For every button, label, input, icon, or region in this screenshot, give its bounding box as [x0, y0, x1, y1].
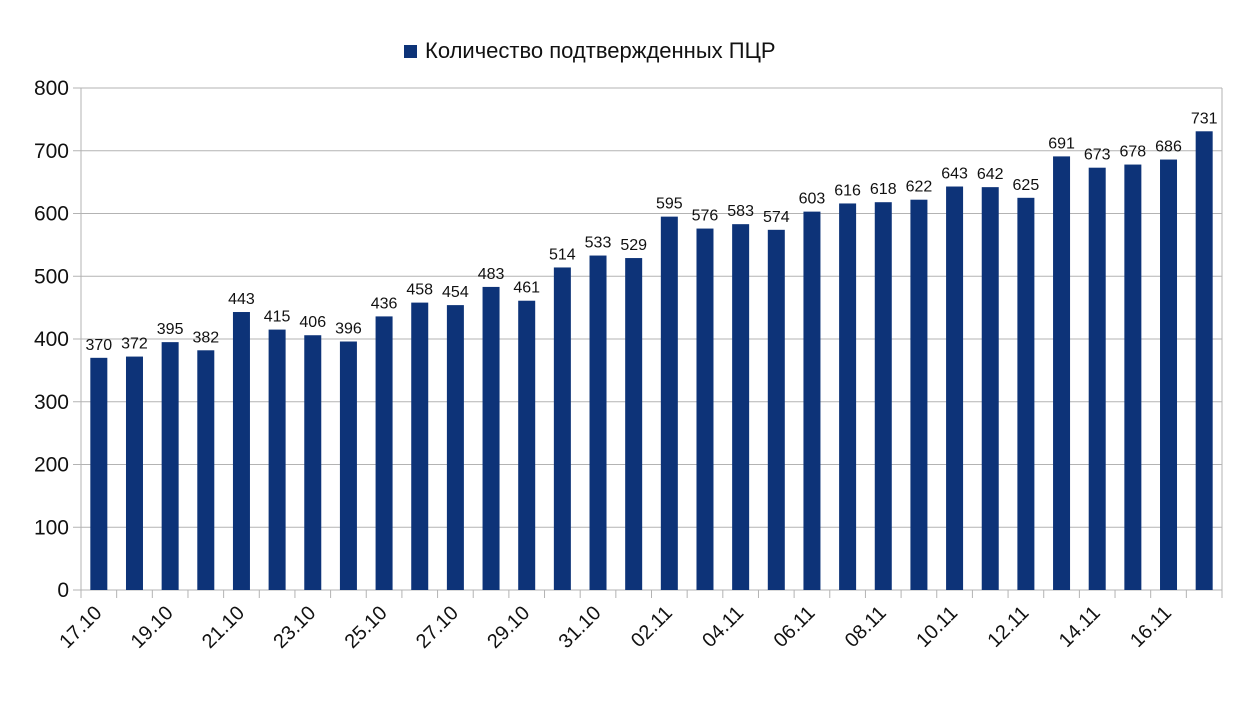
y-tick-label: 500 [34, 265, 69, 288]
bar [839, 203, 857, 590]
data-label: 625 [1013, 177, 1040, 194]
bar [946, 186, 964, 590]
data-label: 574 [763, 209, 790, 226]
gridlines [81, 87, 1222, 591]
x-tick-label: 27.10 [412, 602, 463, 653]
data-label: 406 [299, 314, 326, 331]
data-label: 576 [692, 208, 719, 225]
bar [874, 202, 892, 590]
bar [1195, 131, 1213, 591]
bar [339, 341, 357, 590]
data-label: 622 [906, 179, 933, 196]
data-label: 686 [1155, 139, 1182, 156]
legend-swatch [404, 44, 417, 58]
bar [518, 300, 536, 590]
data-label: 443 [228, 291, 255, 308]
x-tick-label: 19.10 [127, 602, 178, 653]
bar [589, 255, 607, 591]
bar [660, 216, 678, 590]
bar [625, 258, 643, 590]
bar [411, 302, 429, 590]
legend-label: Количество подтвержденных ПЦР [425, 38, 776, 63]
x-tick-label: 04.11 [698, 602, 748, 652]
data-label: 514 [549, 246, 576, 263]
data-label: 458 [406, 282, 433, 299]
y-tick-label: 800 [34, 77, 69, 100]
y-tick-label: 200 [34, 454, 69, 477]
bar [732, 224, 750, 591]
data-label: 691 [1048, 135, 1075, 152]
data-label: 372 [121, 336, 148, 353]
bar [803, 211, 821, 590]
y-tick-labels: 0 100 200 300 400 500 600 700 800 [34, 77, 69, 602]
data-label: 643 [941, 166, 968, 183]
y-tick-label: 0 [57, 579, 69, 602]
data-label: 415 [264, 309, 291, 326]
data-label: 603 [799, 191, 826, 208]
data-label: 370 [85, 337, 112, 354]
data-label: 595 [656, 196, 683, 213]
bars [90, 131, 1213, 591]
data-labels: 370 372 395 382 443 415 406 396 436 458 454 483 461 5… [85, 110, 1217, 354]
bar [767, 229, 785, 590]
data-label: 678 [1120, 144, 1147, 161]
data-label: 483 [478, 266, 505, 283]
data-label: 642 [977, 166, 1004, 183]
x-tick-label: 17.10 [55, 602, 106, 653]
bar [90, 357, 108, 590]
y-tick-label: 600 [34, 203, 69, 226]
x-tick-label: 29.10 [483, 602, 534, 653]
bar [1017, 197, 1035, 590]
x-tick-label: 16.11 [1126, 602, 1176, 652]
data-label: 395 [157, 321, 184, 338]
bar [161, 342, 179, 590]
x-tick-label: 23.10 [269, 602, 320, 653]
data-label: 533 [585, 235, 612, 252]
bar [375, 316, 393, 590]
bar [696, 228, 714, 590]
bar [268, 329, 286, 590]
bar [1053, 156, 1071, 590]
bar [1088, 167, 1106, 590]
data-label: 461 [513, 280, 540, 297]
bar [125, 356, 143, 590]
bar [482, 286, 500, 590]
chart-legend: Количество подтвержденных ПЦР [404, 36, 776, 66]
x-tick-label: 25.10 [341, 602, 392, 653]
data-label: 436 [371, 295, 398, 312]
bar [981, 187, 999, 590]
y-tick-label: 300 [34, 391, 69, 414]
x-tick-label: 21.10 [198, 602, 249, 653]
data-label: 731 [1191, 110, 1218, 127]
x-tick-label: 31.10 [555, 602, 606, 653]
x-tick-label: 14.11 [1055, 602, 1105, 652]
x-tick-labels: 17.10 19.10 21.10 23.10 25.10 27.10 29.10 31.10… [55, 602, 1176, 653]
x-tick-label: 06.11 [770, 602, 820, 652]
bar [304, 335, 322, 590]
data-label: 396 [335, 321, 362, 338]
bar [553, 267, 571, 590]
x-tick-label: 10.11 [912, 602, 962, 652]
x-tick-label: 08.11 [841, 602, 891, 652]
data-label: 454 [442, 284, 469, 301]
data-label: 616 [834, 182, 861, 199]
bar [1160, 159, 1178, 590]
bar [910, 199, 928, 590]
data-label: 673 [1084, 147, 1111, 164]
y-tick-label: 700 [34, 140, 69, 163]
y-tick-label: 100 [34, 516, 69, 539]
bar [1124, 164, 1142, 590]
data-label: 618 [870, 181, 897, 198]
data-label: 529 [620, 237, 647, 254]
bar [197, 350, 215, 590]
data-label: 382 [192, 329, 219, 346]
axes [73, 87, 1223, 598]
data-label: 583 [727, 203, 754, 220]
x-tick-label: 02.11 [627, 602, 677, 652]
x-tick-label: 12.11 [984, 602, 1034, 652]
y-tick-label: 400 [34, 328, 69, 351]
bar [446, 305, 464, 590]
bar [232, 312, 250, 590]
